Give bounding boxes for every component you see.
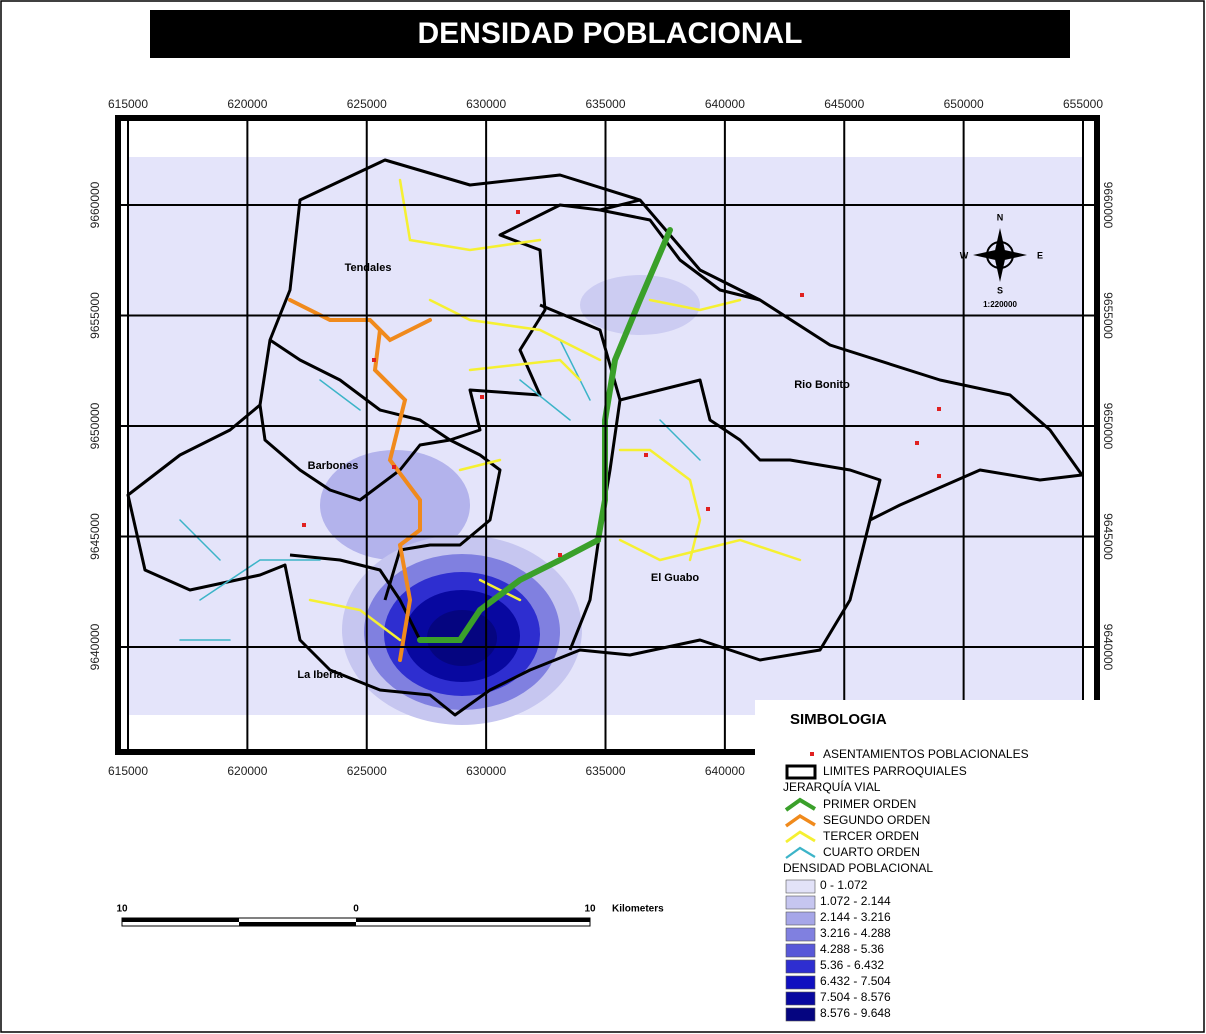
legend-swatch <box>785 943 816 958</box>
scale-label: 10 <box>584 904 596 915</box>
legend-item: LIMITES PARROQUIALES <box>823 764 967 778</box>
x-tick-label: 645000 <box>824 97 864 111</box>
x-tick-label: 630000 <box>466 97 506 111</box>
legend-item: CUARTO ORDEN <box>823 845 920 859</box>
density-zone <box>320 450 470 560</box>
legend-boundary-icon <box>785 764 817 780</box>
x-tick-label: 630000 <box>466 764 506 778</box>
legend-item: 1.072 - 2.144 <box>820 894 891 908</box>
x-tick-label: 635000 <box>585 97 625 111</box>
legend-item: 2.144 - 3.216 <box>820 910 891 924</box>
legend-subtitle: JERARQUÍA VIAL <box>783 779 881 794</box>
y-tick-label: 9660000 <box>88 181 102 228</box>
x-tick-label: 625000 <box>347 97 387 111</box>
x-tick-label: 640000 <box>705 764 745 778</box>
legend-item: SEGUNDO ORDEN <box>823 813 930 827</box>
y-tick-label: 9645000 <box>1101 513 1115 560</box>
map-scale: 1:220000 <box>983 300 1017 309</box>
x-tick-label: 650000 <box>944 97 984 111</box>
place-label: Rio Bonito <box>794 379 850 391</box>
legend-swatch <box>785 879 816 894</box>
north-arrow: N S E W 1:220000 <box>960 212 1043 309</box>
x-tick-label: 640000 <box>705 97 745 111</box>
south-label: S <box>997 285 1003 295</box>
map-area <box>118 118 1097 752</box>
y-tick-label: 9655000 <box>88 292 102 339</box>
settlements <box>302 210 941 557</box>
legend-item: 8.576 - 9.648 <box>820 1006 891 1020</box>
legend-item: 5.36 - 6.432 <box>820 958 884 972</box>
legend-swatch <box>785 927 816 942</box>
legend-item: ASENTAMIENTOS POBLACIONALES <box>823 747 1029 761</box>
legend-item: TERCER ORDEN <box>823 829 919 843</box>
legend-title: SIMBOLOGIA <box>790 711 887 728</box>
x-tick-label: 620000 <box>227 764 267 778</box>
east-label: E <box>1037 250 1043 260</box>
x-tick-label: 635000 <box>585 764 625 778</box>
legend-swatch <box>785 959 816 974</box>
y-tick-label: 9660000 <box>1101 182 1115 229</box>
place-label: Tendales <box>345 262 392 274</box>
scale-bar: 10 0 10 Kilometers <box>116 904 664 927</box>
legend-item: 4.288 - 5.36 <box>820 942 884 956</box>
title: DENSIDAD POBLACIONAL <box>417 17 802 50</box>
map-frame <box>115 115 1100 755</box>
legend-swatch <box>785 911 816 926</box>
legend-item: PRIMER ORDEN <box>823 797 916 811</box>
y-tick-label: 9650000 <box>88 402 102 449</box>
y-tick-label: 9645000 <box>88 513 102 560</box>
scale-unit: Kilometers <box>612 904 664 915</box>
legend-swatch <box>785 975 816 990</box>
y-tick-label: 9650000 <box>1101 403 1115 450</box>
legend-swatch <box>785 991 816 1006</box>
legend-road-icon <box>784 797 817 812</box>
place-label: El Guabo <box>651 572 700 584</box>
title-bar <box>150 10 1070 58</box>
west-label: W <box>960 250 969 260</box>
y-tick-label: 9640000 <box>1101 624 1115 671</box>
x-tick-label: 615000 <box>108 764 148 778</box>
north-label: N <box>997 212 1004 222</box>
legend-item: 7.504 - 8.576 <box>820 990 891 1004</box>
legend-road-icon <box>785 813 816 828</box>
y-tick-label: 9640000 <box>88 623 102 670</box>
x-tick-label: 615000 <box>108 97 148 111</box>
legend-swatch <box>785 895 816 910</box>
roads <box>179 178 802 662</box>
legend-item: 6.432 - 7.504 <box>820 974 891 988</box>
place-label: La Iberia <box>297 669 343 681</box>
legend-settlement-icon <box>810 752 814 756</box>
legend-subtitle: DENSIDAD POBLACIONAL <box>783 861 933 875</box>
scale-label: 10 <box>116 904 128 915</box>
legend-road-icon <box>785 830 816 844</box>
legend-panel <box>755 700 1175 1000</box>
x-tick-label: 625000 <box>347 764 387 778</box>
place-label: Barbones <box>308 460 359 472</box>
legend-road-icon <box>785 846 816 859</box>
scale-label: 0 <box>353 904 359 915</box>
legend-swatch <box>785 1007 816 1022</box>
x-tick-label: 620000 <box>227 97 267 111</box>
legend-item: 3.216 - 4.288 <box>820 926 891 940</box>
x-tick-label: 655000 <box>1063 97 1103 111</box>
legend-item: 0 - 1.072 <box>820 878 868 892</box>
y-tick-label: 9655000 <box>1101 292 1115 339</box>
